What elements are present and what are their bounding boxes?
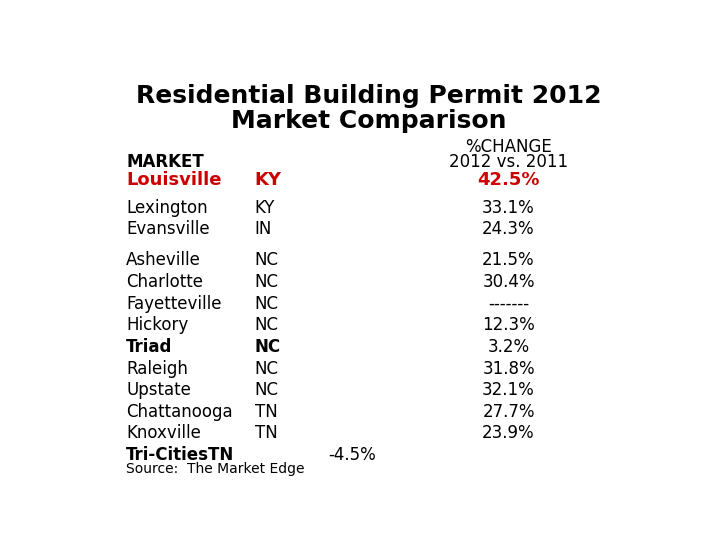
Text: -------: ------- [488, 295, 529, 313]
Text: NC: NC [255, 273, 279, 291]
Text: TN: TN [255, 424, 277, 442]
Text: MARKET: MARKET [126, 153, 204, 171]
Text: Evansville: Evansville [126, 220, 210, 238]
Text: NC: NC [255, 295, 279, 313]
Text: Triad: Triad [126, 338, 173, 356]
Text: KY: KY [255, 199, 275, 217]
Text: 30.4%: 30.4% [482, 273, 535, 291]
Text: NC: NC [255, 338, 281, 356]
Text: 3.2%: 3.2% [487, 338, 530, 356]
Text: Louisville: Louisville [126, 171, 222, 189]
Text: Source:  The Market Edge: Source: The Market Edge [126, 462, 305, 476]
Text: 42.5%: 42.5% [477, 171, 540, 189]
Text: NC: NC [255, 360, 279, 377]
Text: Raleigh: Raleigh [126, 360, 188, 377]
Text: 24.3%: 24.3% [482, 220, 535, 238]
Text: 27.7%: 27.7% [482, 403, 535, 421]
Text: Residential Building Permit 2012: Residential Building Permit 2012 [136, 84, 602, 107]
Text: 31.8%: 31.8% [482, 360, 535, 377]
Text: NC: NC [255, 316, 279, 334]
Text: NC: NC [255, 381, 279, 399]
Text: IN: IN [255, 220, 272, 238]
Text: Lexington: Lexington [126, 199, 208, 217]
Text: Charlotte: Charlotte [126, 273, 203, 291]
Text: NC: NC [255, 252, 279, 269]
Text: 21.5%: 21.5% [482, 252, 535, 269]
Text: Upstate: Upstate [126, 381, 191, 399]
Text: 23.9%: 23.9% [482, 424, 535, 442]
Text: %CHANGE: %CHANGE [465, 138, 552, 156]
Text: TN: TN [255, 403, 277, 421]
Text: 12.3%: 12.3% [482, 316, 535, 334]
Text: Knoxville: Knoxville [126, 424, 201, 442]
Text: Market Comparison: Market Comparison [231, 109, 507, 133]
Text: Fayetteville: Fayetteville [126, 295, 222, 313]
Text: -4.5%: -4.5% [328, 446, 376, 464]
Text: Hickory: Hickory [126, 316, 189, 334]
Text: 32.1%: 32.1% [482, 381, 535, 399]
Text: Chattanooga: Chattanooga [126, 403, 233, 421]
Text: Asheville: Asheville [126, 252, 201, 269]
Text: 33.1%: 33.1% [482, 199, 535, 217]
Text: Tri-CitiesTN: Tri-CitiesTN [126, 446, 235, 464]
Text: 2012 vs. 2011: 2012 vs. 2011 [449, 153, 568, 171]
Text: KY: KY [255, 171, 282, 189]
